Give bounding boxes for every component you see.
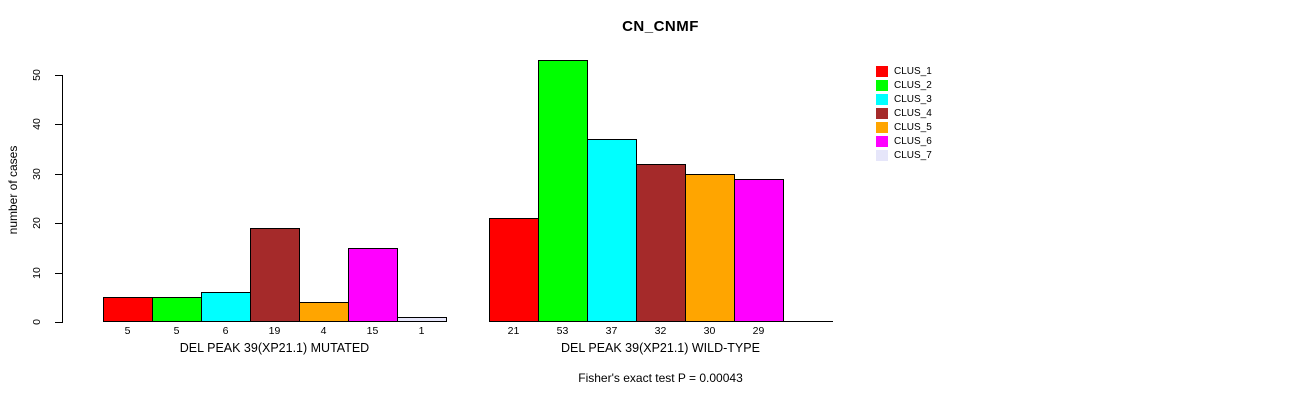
legend-swatch-icon [876, 79, 888, 91]
legend-swatch-icon [876, 107, 888, 119]
bar-clus_1-group2 [489, 218, 539, 322]
bar-value-label: 19 [268, 325, 281, 337]
y-tick [55, 75, 62, 76]
legend-swatch-icon [876, 135, 888, 147]
legend: CLUS_1 CLUS_2 CLUS_3 CLUS_4 CLUS_5 CLUS_6 CLUS… [876, 64, 932, 162]
legend-swatch-icon [876, 149, 888, 161]
bar-value-label: 53 [556, 325, 569, 337]
bar-clus_4-group2 [636, 164, 686, 322]
bar-value-label: 1 [418, 325, 425, 337]
legend-label: CLUS_3 [894, 93, 932, 105]
bar-clus_2-group1 [152, 297, 202, 322]
legend-swatch-icon [876, 93, 888, 105]
bar-clus_6-group1 [348, 248, 398, 322]
bar-clus_5-group1 [299, 302, 349, 322]
legend-label: CLUS_4 [894, 107, 932, 119]
bar-value-label: 5 [173, 325, 180, 337]
legend-swatch-icon [876, 65, 888, 77]
y-tick [55, 174, 62, 175]
legend-label: CLUS_5 [894, 121, 932, 133]
legend-row-clus_3: CLUS_3 [876, 92, 932, 106]
legend-label: CLUS_1 [894, 65, 932, 77]
legend-label: CLUS_2 [894, 79, 932, 91]
bar-clus_6-group2 [734, 179, 784, 322]
y-tick [55, 124, 62, 125]
bar-clus_2-group2 [538, 60, 588, 322]
y-tick-label: 30 [31, 168, 43, 180]
bar-clus_4-group1 [250, 228, 300, 322]
legend-row-clus_4: CLUS_4 [876, 106, 932, 120]
bar-value-label: 6 [222, 325, 229, 337]
x-axis-label-group2: DEL PEAK 39(XP21.1) WILD-TYPE [561, 341, 760, 355]
y-tick-label: 50 [31, 69, 43, 81]
legend-row-clus_7: CLUS_7 [876, 148, 932, 162]
bar-clus_7-group1 [397, 317, 447, 322]
bar-value-label: 30 [703, 325, 716, 337]
legend-label: CLUS_7 [894, 149, 932, 161]
bar-value-label: 4 [320, 325, 327, 337]
bar-value-label: 37 [605, 325, 618, 337]
x-axis-label-group1: DEL PEAK 39(XP21.1) MUTATED [179, 341, 370, 355]
bar-clus_3-group2 [587, 139, 637, 322]
y-tick-label: 10 [31, 267, 43, 279]
bar-clus_7-group2-zero [783, 321, 833, 322]
y-tick [55, 322, 62, 323]
legend-row-clus_1: CLUS_1 [876, 64, 932, 78]
legend-row-clus_6: CLUS_6 [876, 134, 932, 148]
legend-row-clus_2: CLUS_2 [876, 78, 932, 92]
bar-value-label: 21 [507, 325, 520, 337]
bar-clus_1-group1 [103, 297, 153, 322]
legend-label: CLUS_6 [894, 135, 932, 147]
annotation-text: Fisher's exact test P = 0.00043 [578, 371, 743, 385]
bar-value-label: 5 [124, 325, 131, 337]
y-tick-label: 40 [31, 118, 43, 130]
y-tick [55, 273, 62, 274]
bar-clus_3-group1 [201, 292, 251, 322]
legend-row-clus_5: CLUS_5 [876, 120, 932, 134]
bar-value-label: 15 [366, 325, 379, 337]
y-tick [55, 223, 62, 224]
bar-value-label: 29 [752, 325, 765, 337]
y-tick-label: 20 [31, 217, 43, 229]
chart-title: CN_CNMF [622, 18, 699, 35]
bar-value-label: 32 [654, 325, 667, 337]
bar-clus_5-group2 [685, 174, 735, 322]
legend-swatch-icon [876, 121, 888, 133]
y-tick-label: 0 [31, 319, 43, 325]
y-axis-line [62, 75, 63, 323]
